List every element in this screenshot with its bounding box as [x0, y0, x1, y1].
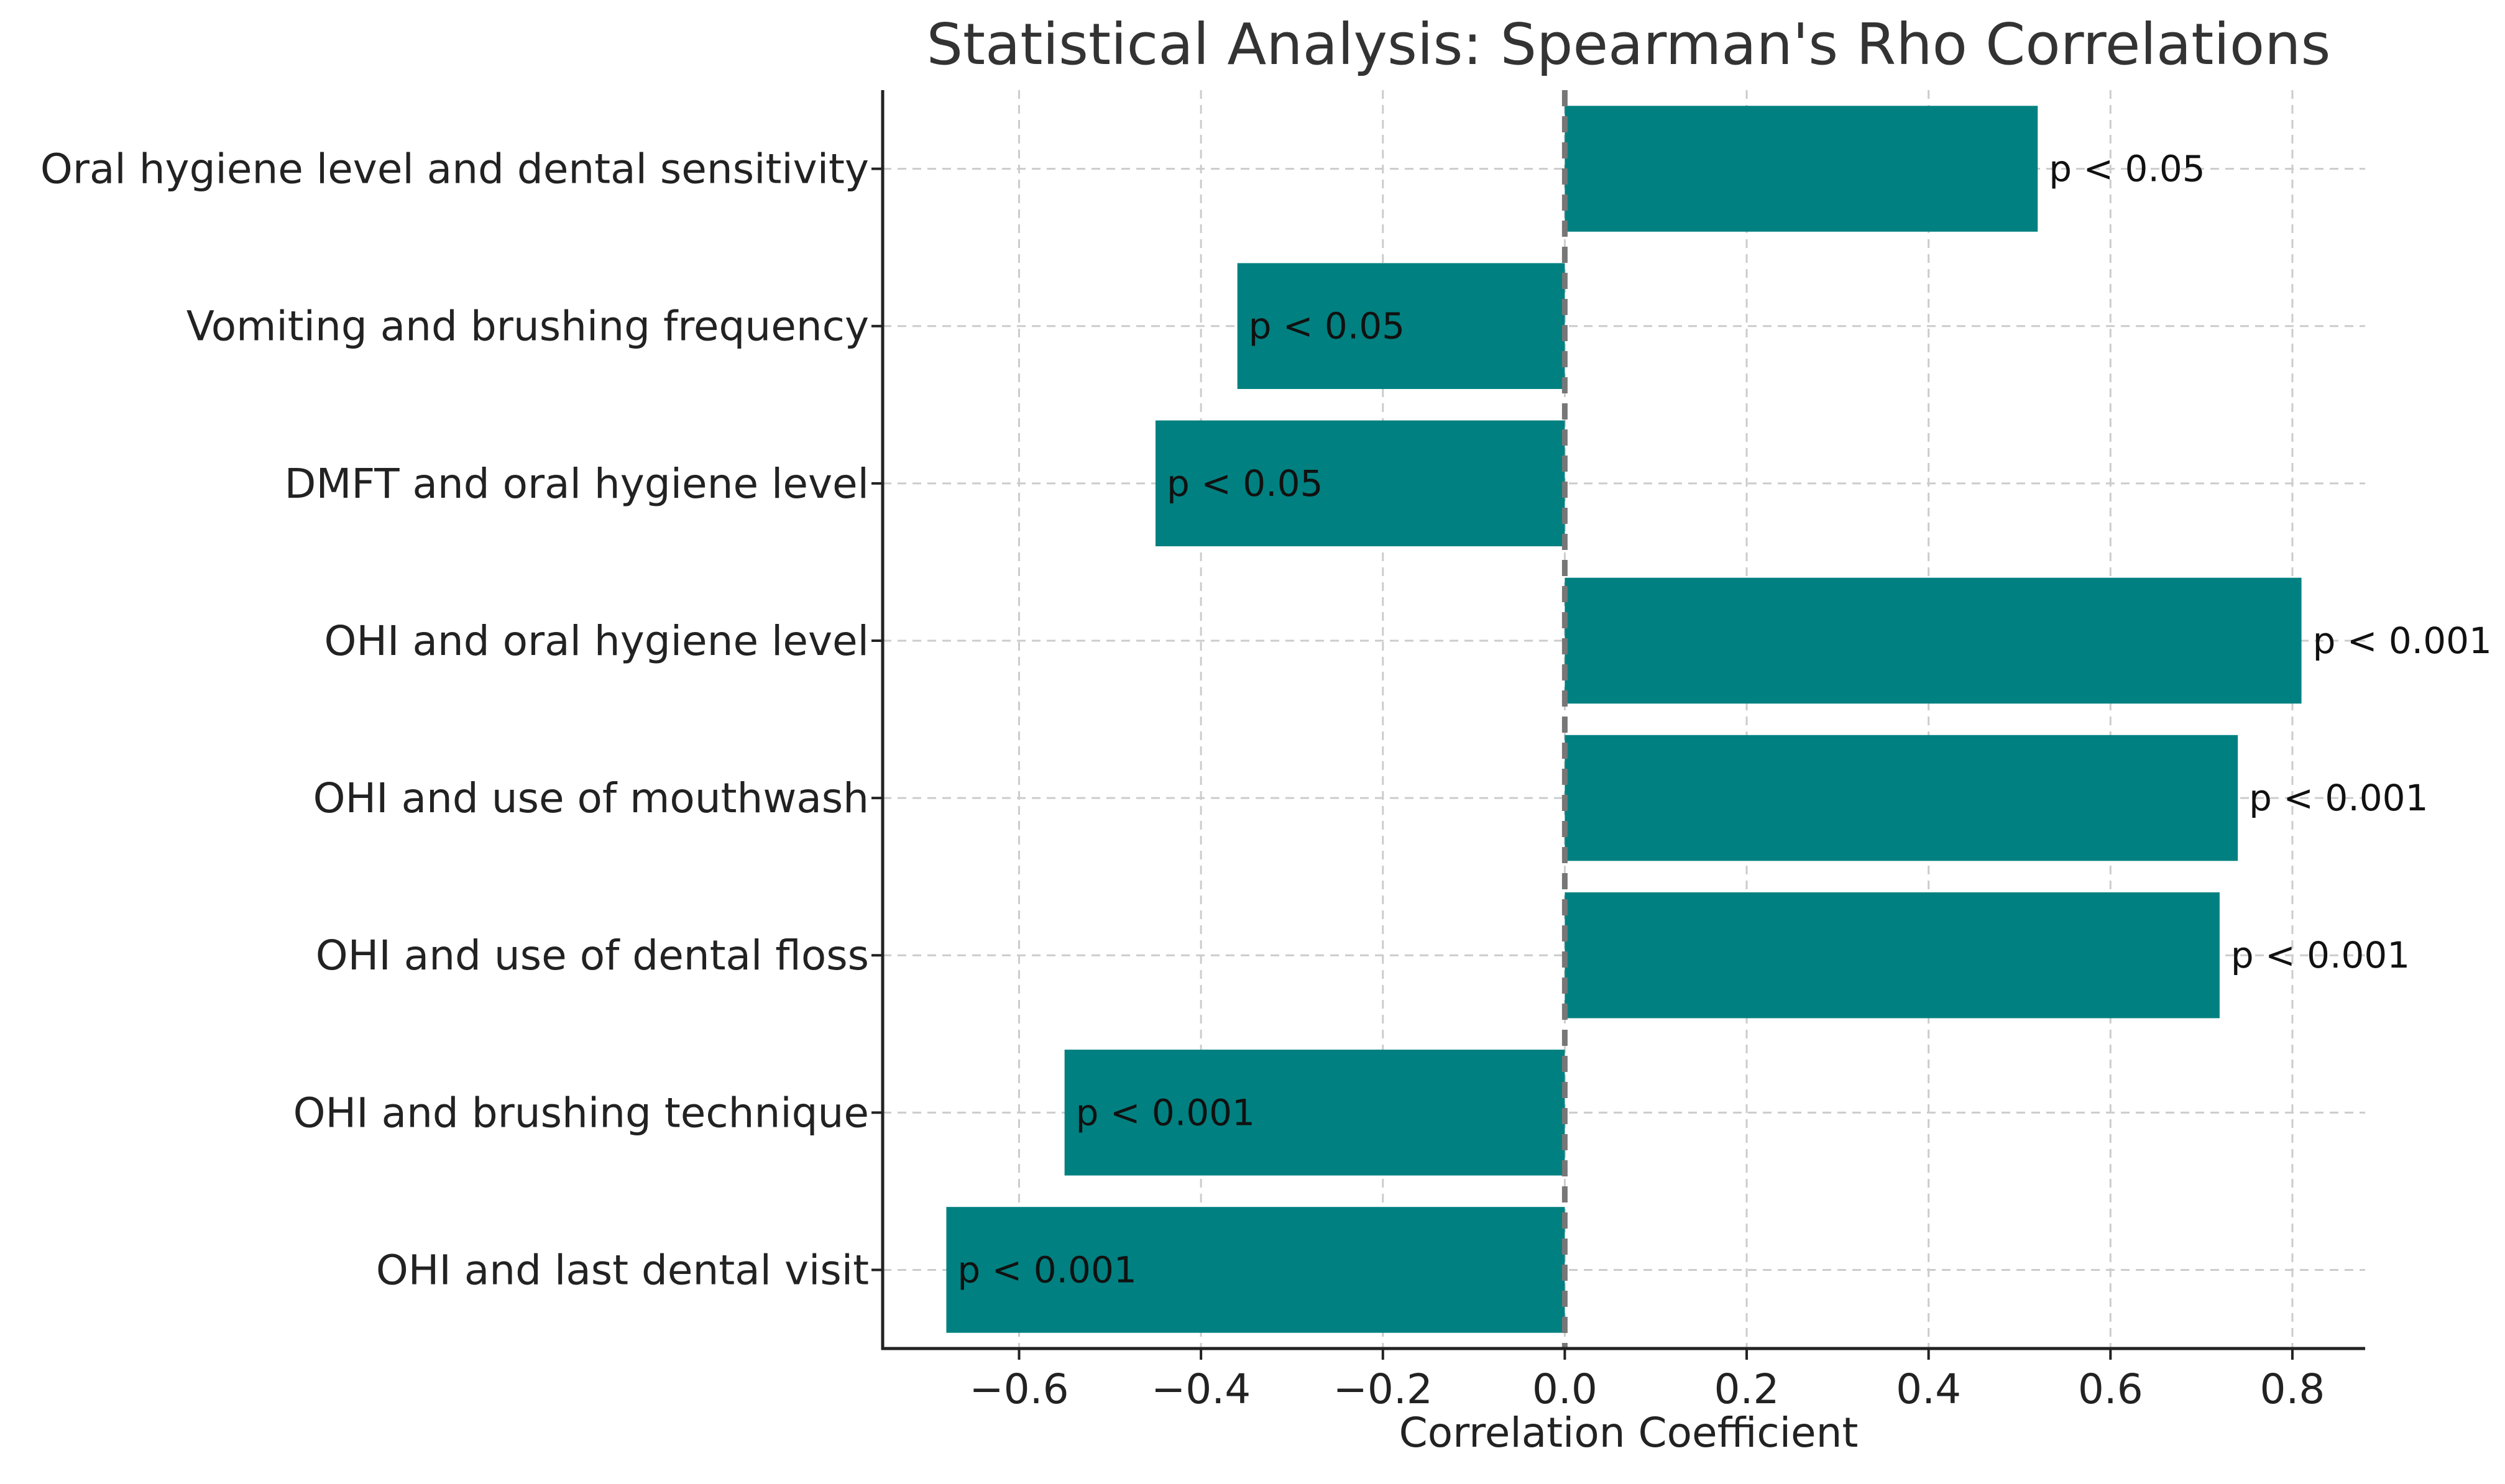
bar: [1155, 420, 1565, 547]
category-label: OHI and brushing technique: [293, 1089, 869, 1137]
p-value-label: p < 0.05: [1249, 305, 1405, 347]
x-tick-label: 0.4: [1896, 1365, 1961, 1413]
category-label: OHI and use of mouthwash: [313, 774, 869, 822]
bar: [1565, 892, 2220, 1019]
x-tick-label: −0.2: [1333, 1365, 1433, 1413]
bar: [1064, 1050, 1565, 1176]
category-label: OHI and last dental visit: [376, 1246, 869, 1294]
x-axis-label: Correlation Coefficient: [1399, 1409, 1859, 1457]
p-value-label: p < 0.001: [2313, 620, 2492, 662]
p-value-label: p < 0.05: [2049, 148, 2205, 190]
p-value-label: p < 0.05: [1167, 462, 1323, 505]
category-label: OHI and oral hygiene level: [324, 617, 869, 665]
category-label: Oral hygiene level and dental sensitivit…: [40, 145, 869, 193]
p-value-label: p < 0.001: [957, 1248, 1136, 1291]
p-value-label: p < 0.001: [2231, 934, 2410, 976]
x-tick-label: 0.0: [1532, 1365, 1597, 1413]
category-label: DMFT and oral hygiene level: [285, 460, 869, 508]
bar: [946, 1207, 1565, 1333]
axis-layer: [871, 90, 2365, 1360]
category-label: OHI and use of dental floss: [316, 932, 869, 979]
x-tick-label: 0.6: [2078, 1365, 2143, 1413]
x-tick-label: 0.8: [2259, 1365, 2325, 1413]
x-tick-label: 0.2: [1714, 1365, 1780, 1413]
p-value-label: p < 0.001: [2249, 777, 2428, 819]
bar: [1237, 263, 1565, 389]
chart-title: Statistical Analysis: Spearman's Rho Cor…: [927, 11, 2331, 78]
category-label: Vomiting and brushing frequency: [186, 303, 869, 350]
p-value-label: p < 0.001: [1076, 1091, 1255, 1134]
bar-layer: [946, 106, 2302, 1333]
bar: [1565, 735, 2238, 861]
bar: [1565, 106, 2038, 232]
x-tick-label: −0.4: [1151, 1365, 1251, 1413]
x-tick-label: −0.6: [969, 1365, 1069, 1413]
label-layer: −0.6 −0.4 −0.2 0.0 0.2 0.4 0.6 0.8 Oral hygiene …: [40, 145, 2492, 1413]
bar: [1565, 577, 2302, 704]
